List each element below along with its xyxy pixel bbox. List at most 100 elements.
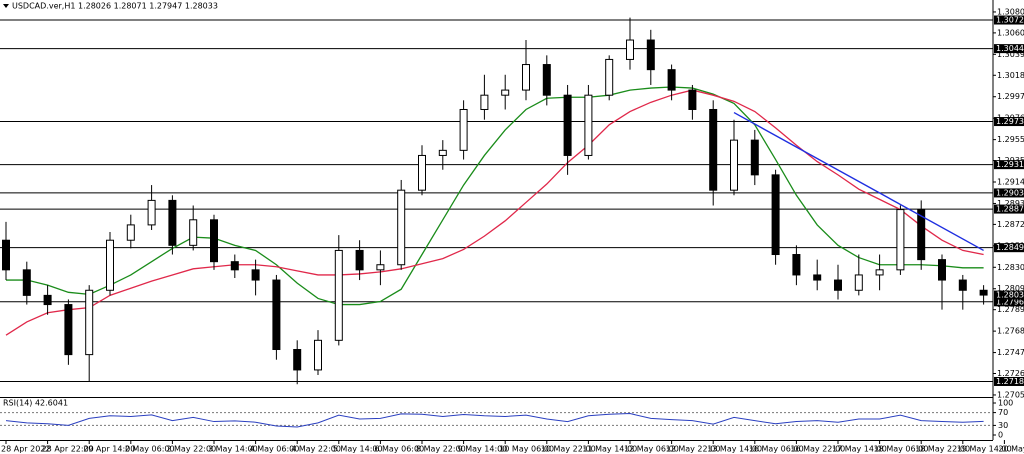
candle-body (958, 279, 967, 291)
x-tick-label: 8 May 22:00 (416, 445, 466, 454)
chart-title: USDCAD.ver,H1 1.28026 1.28071 1.27947 1.… (12, 2, 218, 11)
candle-body (688, 89, 697, 110)
x-tick-label: 9 May 14:00 (458, 445, 508, 454)
candle-body (293, 349, 302, 371)
x-tick-label: 29 Apr 14:00 (83, 445, 135, 454)
y-tick-label: 1.30805 (997, 7, 1024, 16)
candle-body (896, 209, 905, 271)
last-price-box (994, 290, 1024, 300)
level-label: 1.30726 (996, 16, 1024, 25)
x-tick-label: 4 May 06:00 (250, 445, 300, 454)
candle-body (168, 199, 177, 246)
y-tick-label: 1.30185 (997, 71, 1024, 80)
y-tick-label: 1.28305 (997, 263, 1024, 272)
moving-average (5, 89, 984, 336)
candle-body (875, 269, 884, 276)
candle-body (480, 94, 489, 110)
candle-body (355, 249, 364, 271)
y-tick-label: 1.27265 (997, 369, 1024, 378)
candle-body (314, 339, 322, 371)
x-tick-label: 18 May 22:00 (915, 445, 970, 454)
y-tick-label: 1.27680 (997, 327, 1024, 336)
indicator-title: RSI(14) 42.6041 (3, 399, 68, 408)
candle-body (522, 64, 530, 91)
level-label-box (994, 297, 1024, 307)
last-price-label: 1.28033 (996, 291, 1024, 300)
candle-body (626, 39, 634, 60)
x-tick-label: 20 May 06:00 (998, 445, 1024, 454)
candle-body (605, 58, 614, 96)
candle-body (85, 289, 94, 356)
x-tick-label: 28 Apr 22:00 (42, 445, 94, 454)
level-label-box (994, 188, 1024, 198)
x-tick-label: 10 May 06:00 (499, 445, 554, 454)
y-tick-label: 1.30390 (997, 50, 1024, 59)
y-tick-label: 1.29555 (997, 135, 1024, 144)
level-label: 1.27187 (996, 377, 1024, 386)
candle-body (938, 259, 946, 281)
x-tick-label: 12 May 22:00 (666, 445, 721, 454)
candle-body (771, 174, 780, 256)
indicator-line (5, 413, 984, 428)
level-label-box (994, 243, 1024, 253)
candle-body (106, 239, 114, 291)
candle-body (418, 154, 426, 191)
candle-body (189, 219, 198, 246)
candle-body (730, 139, 738, 191)
candle-body (709, 108, 718, 191)
x-tick-label: 5 May 14:00 (333, 445, 383, 454)
x-tick-label: 16 May 22:00 (790, 445, 845, 454)
y-tick-label: 1.30600 (997, 28, 1024, 37)
candle-body (792, 254, 801, 276)
candle-body (459, 108, 468, 151)
y-tick-label: 1.29140 (997, 178, 1024, 187)
x-tick-label: 13 May 14:00 (707, 445, 762, 454)
level-label: 1.27967 (996, 297, 1024, 306)
x-tick-label: 4 May 22:00 (291, 445, 341, 454)
y-tick-label: 100 (998, 399, 1013, 408)
x-tick-label: 12 May 06:00 (624, 445, 679, 454)
level-label-box (994, 204, 1024, 214)
candle-body (210, 219, 218, 263)
x-tick-label: 10 May 22:00 (541, 445, 596, 454)
x-tick-label: 28 Apr 2022 (1, 445, 50, 454)
candle-body (126, 224, 135, 241)
level-label-box (994, 117, 1024, 127)
level-label-box (994, 160, 1024, 170)
candle-body (646, 39, 655, 71)
y-tick-label: 0 (998, 431, 1003, 440)
y-tick-label: 1.27055 (997, 390, 1024, 399)
menu-arrow (3, 4, 9, 8)
candle-body (2, 239, 10, 271)
level-label: 1.29732 (996, 117, 1024, 126)
candle-body (834, 279, 842, 291)
level-label-box (994, 44, 1024, 54)
candle-body (438, 149, 447, 156)
level-label-box (994, 376, 1024, 386)
candle-body (667, 69, 676, 91)
candle-body (979, 289, 988, 296)
candle-body (813, 274, 822, 281)
candle-body (43, 294, 52, 306)
y-tick-label: 30 (998, 421, 1008, 430)
candle-body (854, 274, 863, 291)
candle-body (501, 89, 510, 96)
candle-body (917, 209, 926, 261)
candle-body (251, 269, 260, 281)
y-tick-label: 1.28725 (997, 220, 1024, 229)
level-label: 1.28875 (996, 205, 1024, 214)
level-label: 1.28497 (996, 243, 1024, 252)
candle-body (22, 269, 31, 296)
y-tick-label: 1.27890 (997, 305, 1024, 314)
candle-body (397, 189, 406, 266)
y-tick-label: 1.27470 (997, 348, 1024, 357)
candle-body (230, 261, 239, 271)
level-label: 1.30446 (996, 44, 1024, 53)
moving-average (6, 86, 984, 306)
candle-body (147, 199, 156, 226)
x-tick-label: 11 May 14:00 (582, 445, 637, 454)
x-tick-label: 16 May 06:00 (749, 445, 804, 454)
